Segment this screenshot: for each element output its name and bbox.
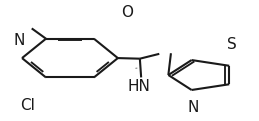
Text: N: N [14,33,25,48]
Text: HN: HN [127,79,150,94]
Text: O: O [121,5,133,20]
Text: Cl: Cl [20,98,35,113]
Text: S: S [227,37,237,52]
Text: N: N [187,100,199,115]
